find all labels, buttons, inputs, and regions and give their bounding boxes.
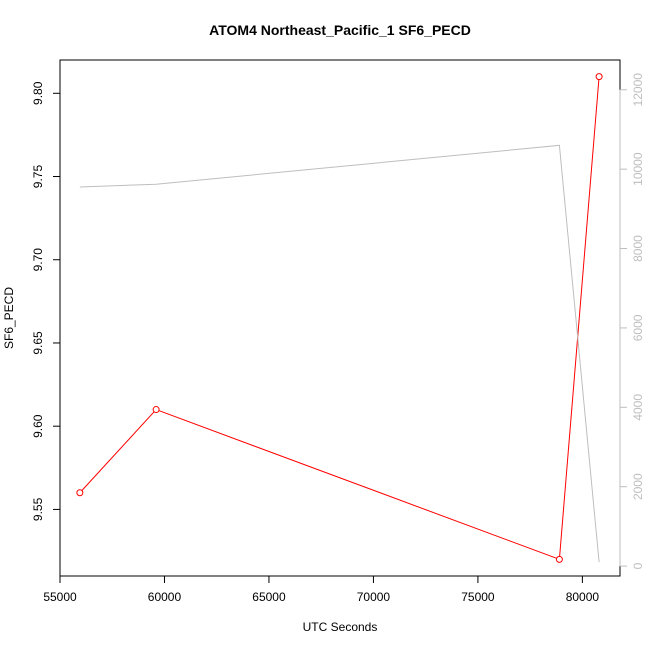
y-tick-label: 9.55: [31, 497, 45, 521]
y2-tick-label: 0: [631, 562, 645, 569]
x-tick-label: 75000: [461, 590, 495, 604]
y-tick-label: 9.70: [31, 248, 45, 272]
y2-tick-label: 4000: [631, 394, 645, 421]
x-tick-label: 70000: [357, 590, 391, 604]
series-1-point: [595, 73, 603, 81]
x-tick-label: 60000: [148, 590, 182, 604]
x-tick-label: 65000: [252, 590, 286, 604]
y2-tick-label: 8000: [631, 235, 645, 262]
y-axis-label: SF6_PECD: [2, 287, 16, 349]
y-tick-label: 9.60: [31, 414, 45, 438]
series-1-point: [152, 406, 160, 414]
y2-tick-label: 10000: [631, 152, 645, 186]
series-1-line: [79, 76, 600, 561]
y-axis-right: 0 2000 4000 6000 8000 10000 12000: [619, 73, 645, 569]
series-layer: [76, 73, 603, 563]
y-axis-left: 9.55 9.60 9.65 9.70 9.75 9.80: [31, 81, 61, 521]
y2-tick-label: 6000: [631, 314, 645, 341]
x-tick-label: 80000: [566, 590, 600, 604]
y2-tick-label: 2000: [631, 473, 645, 500]
x-tick-label: 55000: [43, 590, 77, 604]
chart-title: ATOM4 Northeast_Pacific_1 SF6_PECD: [209, 22, 471, 38]
y-tick-label: 9.80: [31, 81, 45, 105]
x-axis: 55000 60000 65000 70000 75000 80000: [43, 575, 600, 604]
series-1-point: [76, 489, 84, 497]
y-tick-label: 9.75: [31, 165, 45, 189]
series-2-line: [79, 144, 600, 563]
x-axis-label: UTC Seconds: [303, 620, 378, 634]
series-1-point: [555, 555, 563, 563]
y2-tick-label: 12000: [631, 73, 645, 107]
y-tick-label: 9.65: [31, 331, 45, 355]
